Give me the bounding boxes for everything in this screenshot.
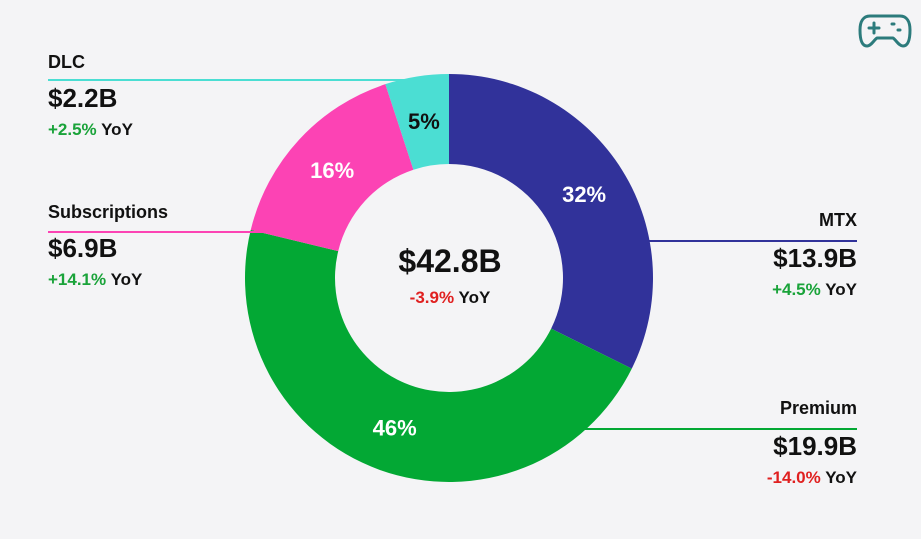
total-change-suffix: YoY (458, 288, 491, 307)
slice-change: +4.5% YoY (772, 280, 857, 300)
label-mtx: MTX $13.9B +4.5% YoY (772, 210, 857, 300)
slice-mtx (449, 74, 653, 369)
slice-premium (245, 229, 632, 482)
percent-label-subscriptions: 16% (310, 158, 354, 183)
center-total: $42.8B -3.9% YoY (340, 243, 560, 308)
gamepad-icon (858, 14, 912, 48)
slice-change-value: +2.5% (48, 120, 97, 139)
total-value: $42.8B (398, 243, 502, 279)
slice-change: +14.1% YoY (48, 270, 168, 290)
slice-change: -14.0% YoY (767, 468, 857, 488)
slice-change-suffix: YoY (110, 270, 143, 289)
slice-subscriptions (250, 84, 414, 252)
slice-value: $6.9B (48, 233, 118, 263)
slice-name: MTX (819, 210, 857, 230)
slice-dlc (385, 74, 449, 170)
slice-change-value: -14.0% (766, 468, 821, 487)
slice-change-suffix: YoY (825, 468, 857, 487)
slice-change-suffix: YoY (101, 120, 133, 139)
label-premium: Premium $19.9B -14.0% YoY (767, 398, 857, 488)
label-dlc: DLC $2.2B +2.5% YoY (48, 52, 133, 140)
total-change: -3.9% YoY (340, 288, 560, 308)
percent-label-premium: 46% (373, 415, 417, 440)
slice-name: DLC (48, 52, 85, 72)
label-subscriptions: Subscriptions $6.9B +14.1% YoY (48, 202, 168, 290)
slice-value: $13.9B (773, 243, 857, 273)
slice-value: $2.2B (48, 83, 118, 113)
slice-value: $19.9B (773, 431, 857, 461)
slice-change-value: +14.1% (48, 270, 107, 289)
total-change-value: -3.9% (409, 288, 455, 307)
slice-name: Subscriptions (48, 202, 169, 222)
percent-label-dlc: 5% (408, 109, 440, 134)
slice-change: +2.5% YoY (48, 120, 133, 140)
slice-name: Premium (779, 398, 857, 418)
slice-change-value: +4.5% (772, 280, 821, 299)
percent-label-mtx: 32% (562, 182, 606, 207)
slice-change-suffix: YoY (825, 280, 857, 299)
